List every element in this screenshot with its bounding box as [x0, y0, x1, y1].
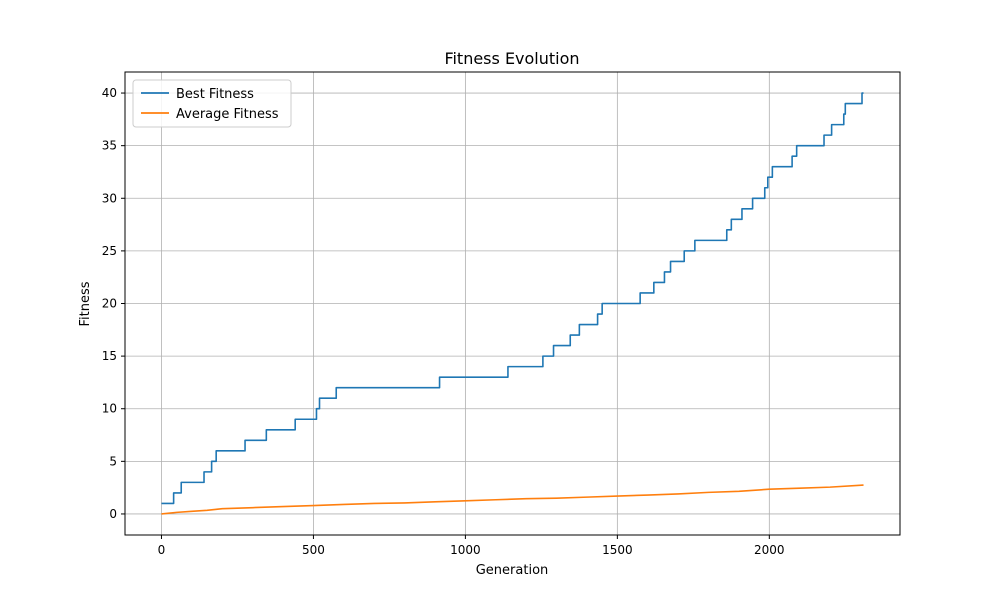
- legend-label-1: Average Fitness: [176, 107, 279, 122]
- x-tick-label: 500: [302, 543, 325, 557]
- y-tick-label: 5: [109, 454, 117, 468]
- y-tick-label: 25: [102, 244, 117, 258]
- x-tick-label: 2000: [754, 543, 785, 557]
- y-tick-label: 0: [109, 507, 117, 521]
- chart-title: Fitness Evolution: [444, 49, 579, 68]
- grid: [125, 72, 900, 535]
- y-tick-label: 10: [102, 402, 117, 416]
- x-tick-label: 1500: [602, 543, 633, 557]
- legend-label-0: Best Fitness: [176, 87, 254, 102]
- x-tick-label: 1000: [450, 543, 481, 557]
- series-line-0: [161, 92, 864, 505]
- legend: Best Fitness Average Fitness: [132, 79, 292, 128]
- y-tick-label: 15: [102, 349, 117, 363]
- y-tick-label: 30: [102, 191, 117, 205]
- x-tick-label: 0: [158, 543, 166, 557]
- axis-ticks: 0 500 1000 1500 2000 0 5 10 15 20 25 30 35 40: [102, 86, 785, 557]
- series-lines: [161, 92, 864, 515]
- x-axis-label: Generation: [476, 563, 549, 578]
- y-tick-label: 35: [102, 139, 117, 153]
- y-tick-label: 20: [102, 297, 117, 311]
- series-line-1: [161, 484, 864, 515]
- y-tick-label: 40: [102, 86, 117, 100]
- y-axis-label: Fitness: [78, 281, 93, 326]
- legend-box: [132, 79, 292, 128]
